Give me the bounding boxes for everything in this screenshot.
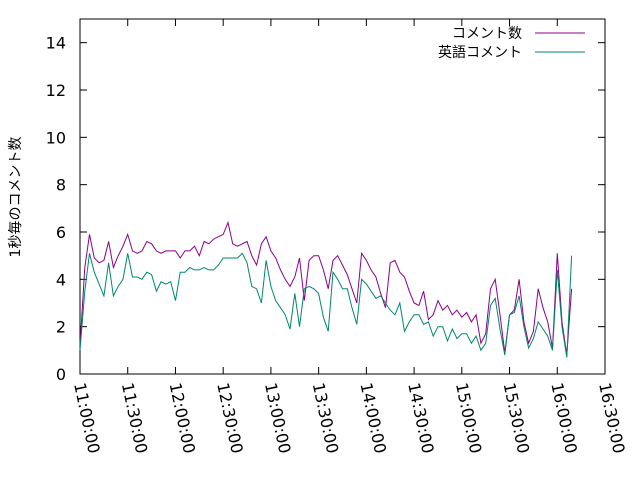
x-tick-label: 15:00:00	[452, 381, 486, 455]
series-line-english-comments	[79, 252, 573, 358]
y-axis-label: 1秒毎のコメント数	[8, 137, 24, 258]
y-tick-label: 8	[56, 176, 66, 195]
y-tick-label: 4	[56, 270, 66, 289]
legend-label: コメント数	[452, 26, 522, 42]
x-tick-label: 14:00:00	[356, 381, 390, 455]
series-lines	[79, 220, 573, 358]
x-tick-label: 13:00:00	[261, 381, 295, 455]
x-tick-label: 16:30:00	[595, 381, 629, 455]
series-line-comments	[79, 220, 573, 356]
y-tick-label: 14	[46, 34, 66, 53]
x-tick-label: 12:30:00	[213, 381, 247, 455]
y-tick-label: 6	[56, 223, 66, 242]
x-tick-label: 11:30:00	[118, 381, 152, 455]
y-tick-label: 2	[56, 318, 66, 337]
x-tick-label: 15:30:00	[500, 381, 534, 455]
x-tick-label: 14:30:00	[404, 381, 438, 455]
y-tick-label: 0	[56, 365, 66, 384]
y-tick-label: 12	[46, 81, 66, 100]
legend-label: 英語コメント	[438, 44, 522, 61]
x-tick-label: 11:00:00	[70, 381, 104, 455]
x-tick-label: 16:00:00	[547, 381, 581, 455]
x-tick-label: 12:00:00	[166, 381, 200, 455]
plot-frame	[79, 18, 606, 375]
y-tick-label: 10	[46, 128, 66, 147]
x-tick-label: 13:30:00	[309, 381, 343, 455]
x-axis: 11:00:00 11:30:00 12:00:00 12:30:00 13:00:00…	[70, 19, 629, 455]
y-axis: 0 2 4 6 8 10 12 14	[46, 34, 605, 384]
